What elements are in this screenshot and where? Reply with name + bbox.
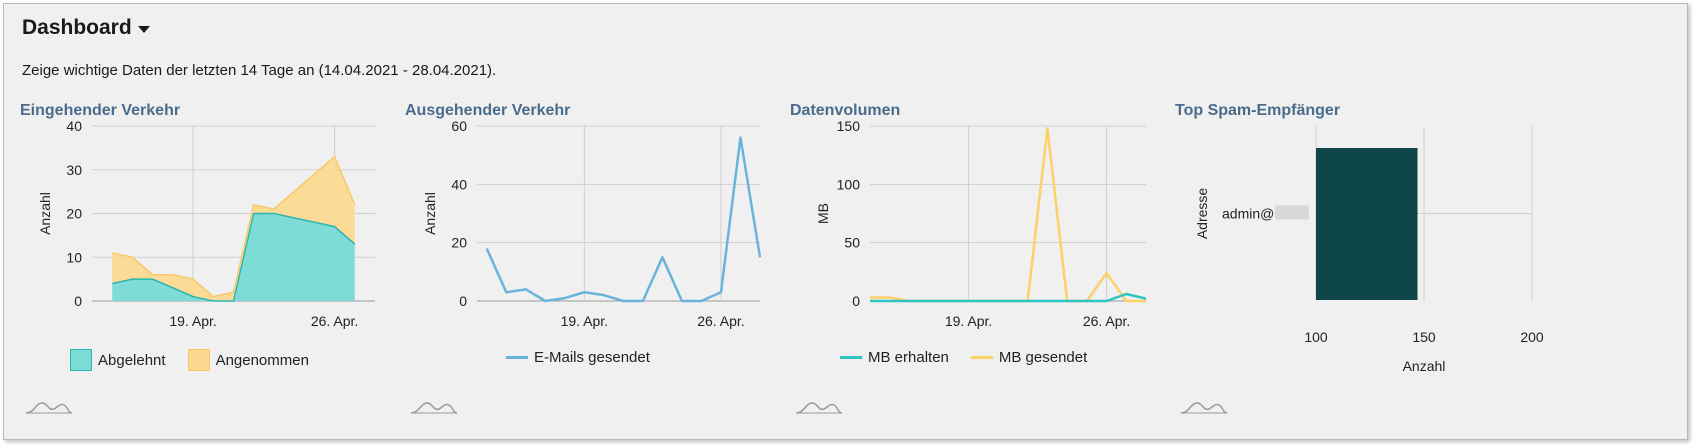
y-tick-label: 150: [837, 118, 861, 134]
sparkline-icon[interactable]: [24, 399, 74, 415]
x-tick-label: 100: [1304, 329, 1328, 345]
y-axis-label: Anzahl: [37, 192, 53, 235]
legend-swatch-mb-erhalten: [840, 356, 862, 359]
y-tick-label: 40: [66, 118, 82, 134]
y-tick-label: 10: [66, 249, 82, 265]
sparkline-icon[interactable]: [1179, 399, 1229, 415]
outgoing-legend: E-Mails gesendet: [506, 349, 650, 366]
y-tick-label: 20: [66, 206, 82, 222]
legend-item-angenommen[interactable]: Angenommen: [187, 349, 309, 371]
x-axis-label: Anzahl: [1403, 358, 1446, 374]
legend-swatch-emails: [506, 356, 528, 359]
x-tick-label: 200: [1520, 329, 1544, 345]
y-tick-label: 40: [451, 176, 467, 192]
incoming-legend: Abgelehnt Angenommen: [70, 349, 309, 371]
series-angenommen-area: [112, 156, 355, 301]
y-tick-label: 30: [66, 162, 82, 178]
sparkline-icon[interactable]: [794, 399, 844, 415]
legend-item-mb-erhalten[interactable]: MB erhalten: [840, 349, 949, 366]
x-tick-label: 26. Apr.: [697, 313, 744, 329]
x-tick-label: 19. Apr.: [945, 313, 992, 329]
x-tick-label: 26. Apr.: [311, 313, 358, 329]
volume-legend: MB erhalten MB gesendet: [840, 349, 1087, 366]
blurred-domain: [1275, 205, 1309, 220]
y-axis-label: Anzahl: [422, 192, 438, 235]
y-tick-label: 0: [459, 293, 467, 309]
series-angenommen-line: [112, 155, 356, 298]
y-tick-label: 60: [451, 118, 467, 134]
legend-swatch-angenommen: [187, 349, 210, 371]
chart-title-outgoing: Ausgehender Verkehr: [405, 102, 571, 119]
y-tick-label: 20: [451, 235, 467, 251]
caret-down-icon: [137, 26, 150, 33]
chart-title-incoming: Eingehender Verkehr: [20, 102, 181, 119]
series-line-e-mails-gesendet: [485, 136, 762, 303]
x-tick-label: 19. Apr.: [561, 313, 608, 329]
incoming-traffic-chart: 0 10 20 30 40 19. Apr. 26. Apr. Anzahl 0 20 40 60 19…: [37, 118, 1544, 374]
legend-item-mb-gesendet[interactable]: MB gesendet: [970, 349, 1088, 366]
y-tick-label: 50: [844, 235, 860, 251]
legend-label-mb-erhalten: MB erhalten: [868, 349, 949, 366]
series-line-mb-gesendet: [870, 127, 1146, 303]
bar-admin: [1316, 148, 1418, 300]
legend-label-angenommen: Angenommen: [215, 351, 309, 369]
sparkline-icon[interactable]: [409, 399, 459, 415]
x-tick-label: 26. Apr.: [1083, 313, 1130, 329]
legend-item-emails-gesendet[interactable]: E-Mails gesendet: [506, 349, 650, 366]
series-abgelehnt-line: [112, 212, 356, 302]
y-axis-label: MB: [815, 203, 831, 224]
chart-title-volume: Datenvolumen: [790, 102, 901, 119]
y-tick-label: 100: [837, 176, 861, 192]
legend-swatch-abgelehnt: [70, 349, 92, 371]
legend-label-emails: E-Mails gesendet: [534, 349, 650, 366]
legend-swatch-mb-gesendet: [970, 356, 993, 359]
series-abgelehnt-area: [112, 213, 355, 301]
y-axis-label: Adresse: [1194, 188, 1210, 240]
chart-title-spam: Top Spam-Empfänger: [1175, 102, 1341, 119]
y-tick-label: 0: [74, 293, 82, 309]
date-range-description: Zeige wichtige Daten der letzten 14 Tage…: [22, 62, 497, 79]
y-tick-label: 0: [852, 293, 860, 309]
x-tick-label: 150: [1412, 329, 1436, 345]
y-tick-label: admin@: [1222, 206, 1274, 222]
series-line-mb-erhalten: [870, 292, 1147, 303]
x-tick-label: 19. Apr.: [169, 313, 216, 329]
legend-item-abgelehnt[interactable]: Abgelehnt: [70, 349, 166, 371]
dashboard-panel: Dashboard Zeige wichtige Daten der letzt…: [3, 3, 1688, 440]
legend-label-mb-gesendet: MB gesendet: [998, 349, 1088, 366]
legend-label-abgelehnt: Abgelehnt: [98, 351, 166, 369]
dashboard-title-dropdown[interactable]: Dashboard: [22, 16, 150, 40]
page-title: Dashboard: [22, 16, 132, 39]
